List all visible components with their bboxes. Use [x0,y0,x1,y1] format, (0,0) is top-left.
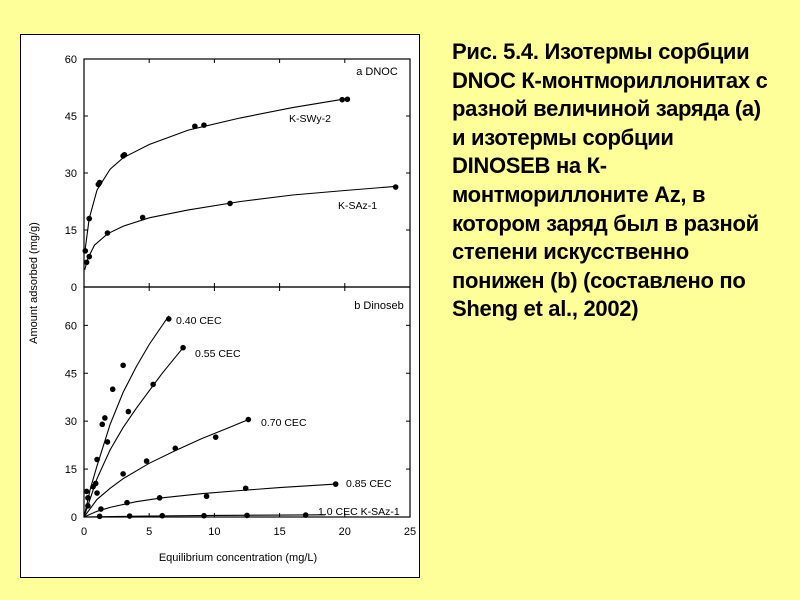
data-point [121,151,128,158]
data-point [99,421,106,428]
x-tick-label: 25 [404,526,416,538]
series-line [83,347,184,518]
data-point [172,445,179,452]
y-tick-label: 0 [71,282,77,294]
x-tick-label: 10 [208,526,220,538]
series-label: 0.70 CEC [261,417,307,429]
y-tick-label: 15 [65,225,77,237]
data-point [120,471,126,477]
data-point [86,215,93,222]
y-tick-label: 45 [65,368,77,380]
series-label: K-SAz-1 [338,200,377,212]
data-point [82,248,89,254]
data-point [201,512,207,519]
data-point [156,495,163,501]
y-tick-label: 45 [65,111,77,123]
data-point [94,456,100,463]
series-label: K-SWy-2 [289,113,331,125]
y-tick-label: 0 [71,512,77,524]
series-line [84,185,398,271]
data-point [92,480,99,487]
series-line [83,315,170,518]
series-line [83,483,336,518]
data-point [102,415,108,421]
data-point [98,506,104,512]
y-tick-label: 60 [65,54,77,66]
data-point [150,381,156,388]
data-point [120,362,126,369]
data-point [94,490,100,496]
series-label: 0.40 CEC [176,315,222,327]
data-point [109,386,116,393]
data-point [125,408,132,415]
data-point [104,439,111,445]
data-point [126,513,133,519]
data-point [85,495,91,501]
y-tick-label: 60 [65,320,77,332]
data-point [143,458,150,464]
panel-b: 0 15 30 45 60 0 5 10 15 20 25 b Dinoseb 0.40 CEC 0.55… [65,286,416,538]
data-point [242,485,249,492]
x-tick-label: 20 [339,526,351,538]
y-axis-label: Amount adsorbed (mg/g) [28,222,40,344]
data-point [96,179,103,186]
x-tick-label: 5 [146,526,152,538]
x-axis-label: Equilibrium concentration (mg/L) [159,552,317,564]
data-point [332,481,339,487]
plot-frame [83,58,411,288]
x-tick-label: 15 [273,526,285,538]
data-point [245,416,252,423]
data-point [192,123,198,130]
y-tick-label: 30 [65,168,77,180]
y-tick-label: 30 [65,416,77,428]
data-point [180,344,186,351]
data-point [339,96,345,103]
data-point [227,200,233,207]
series-label: 0.55 CEC [195,348,241,360]
data-point [86,253,93,260]
data-point [344,96,351,103]
series-label: 1.0 CEC K-SAz-1 [318,506,400,518]
isotherm-figure: 0 15 30 45 60 a DNOC K-SWy-2 K-SAz-1 0 15 30 45 60 0… [20,34,420,578]
data-point [392,184,399,190]
data-point [124,499,130,506]
panel-a: 0 15 30 45 60 a DNOC K-SWy-2 K-SAz-1 [65,54,411,294]
data-point [96,513,103,520]
data-point [104,230,111,236]
data-point [83,488,90,495]
data-point [201,122,207,128]
data-point [244,512,250,519]
figure-caption: Рис. 5.4. Изотермы сорбции DNOC К-монтмо… [452,39,768,322]
data-point [85,503,91,509]
panel-label: a DNOC [356,66,398,78]
data-point [203,493,210,500]
data-point [165,316,172,322]
y-tick-label: 15 [65,464,77,476]
x-tick-label: 0 [81,526,87,538]
data-point [159,512,166,519]
data-point [302,512,309,518]
data-point [212,434,219,440]
series-line [84,98,345,253]
series-label: 0.85 CEC [346,478,392,490]
panel-label: b Dinoseb [354,300,404,312]
data-point [83,259,90,266]
series-line [83,419,249,518]
data-point [139,214,146,221]
